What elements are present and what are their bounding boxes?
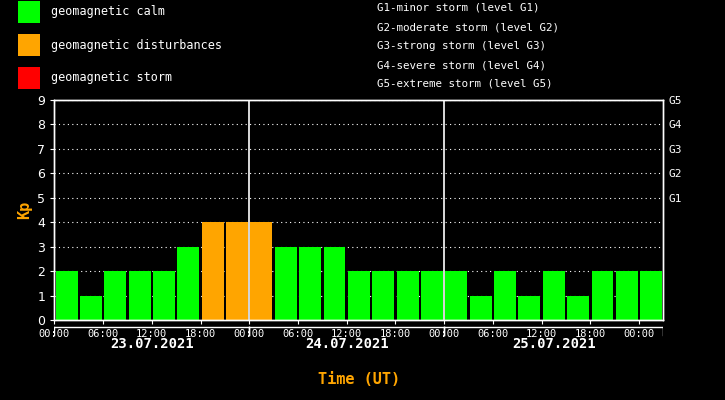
Text: G5-extreme storm (level G5): G5-extreme storm (level G5) — [377, 79, 552, 89]
Bar — [18, 67, 40, 89]
Text: 24.07.2021: 24.07.2021 — [304, 337, 389, 351]
Text: Time (UT): Time (UT) — [318, 372, 400, 388]
Bar — [275, 247, 297, 320]
Text: G4-severe storm (level G4): G4-severe storm (level G4) — [377, 60, 546, 70]
Text: geomagnetic storm: geomagnetic storm — [51, 72, 172, 84]
Text: geomagnetic calm: geomagnetic calm — [51, 6, 165, 18]
Text: G3-strong storm (level G3): G3-strong storm (level G3) — [377, 41, 546, 51]
Bar — [543, 271, 565, 320]
Bar — [128, 271, 151, 320]
Bar — [250, 222, 273, 320]
Bar — [226, 222, 248, 320]
Bar — [323, 247, 346, 320]
Bar — [640, 271, 662, 320]
Bar — [299, 247, 321, 320]
Bar — [18, 1, 40, 23]
Bar — [348, 271, 370, 320]
Bar — [153, 271, 175, 320]
Text: 23.07.2021: 23.07.2021 — [110, 337, 194, 351]
Bar — [104, 271, 126, 320]
Bar — [592, 271, 613, 320]
Bar — [445, 271, 468, 320]
Bar — [80, 296, 102, 320]
Bar — [616, 271, 638, 320]
Bar — [470, 296, 492, 320]
Bar — [372, 271, 394, 320]
Y-axis label: Kp: Kp — [17, 201, 32, 219]
Bar — [56, 271, 78, 320]
Text: G2-moderate storm (level G2): G2-moderate storm (level G2) — [377, 22, 559, 32]
Bar — [397, 271, 418, 320]
Bar — [421, 271, 443, 320]
Bar — [178, 247, 199, 320]
Bar — [202, 222, 224, 320]
Bar — [518, 296, 540, 320]
Bar — [567, 296, 589, 320]
Text: 25.07.2021: 25.07.2021 — [512, 337, 596, 351]
Text: geomagnetic disturbances: geomagnetic disturbances — [51, 38, 222, 52]
Bar — [494, 271, 516, 320]
Bar — [18, 34, 40, 56]
Text: G1-minor storm (level G1): G1-minor storm (level G1) — [377, 3, 539, 13]
